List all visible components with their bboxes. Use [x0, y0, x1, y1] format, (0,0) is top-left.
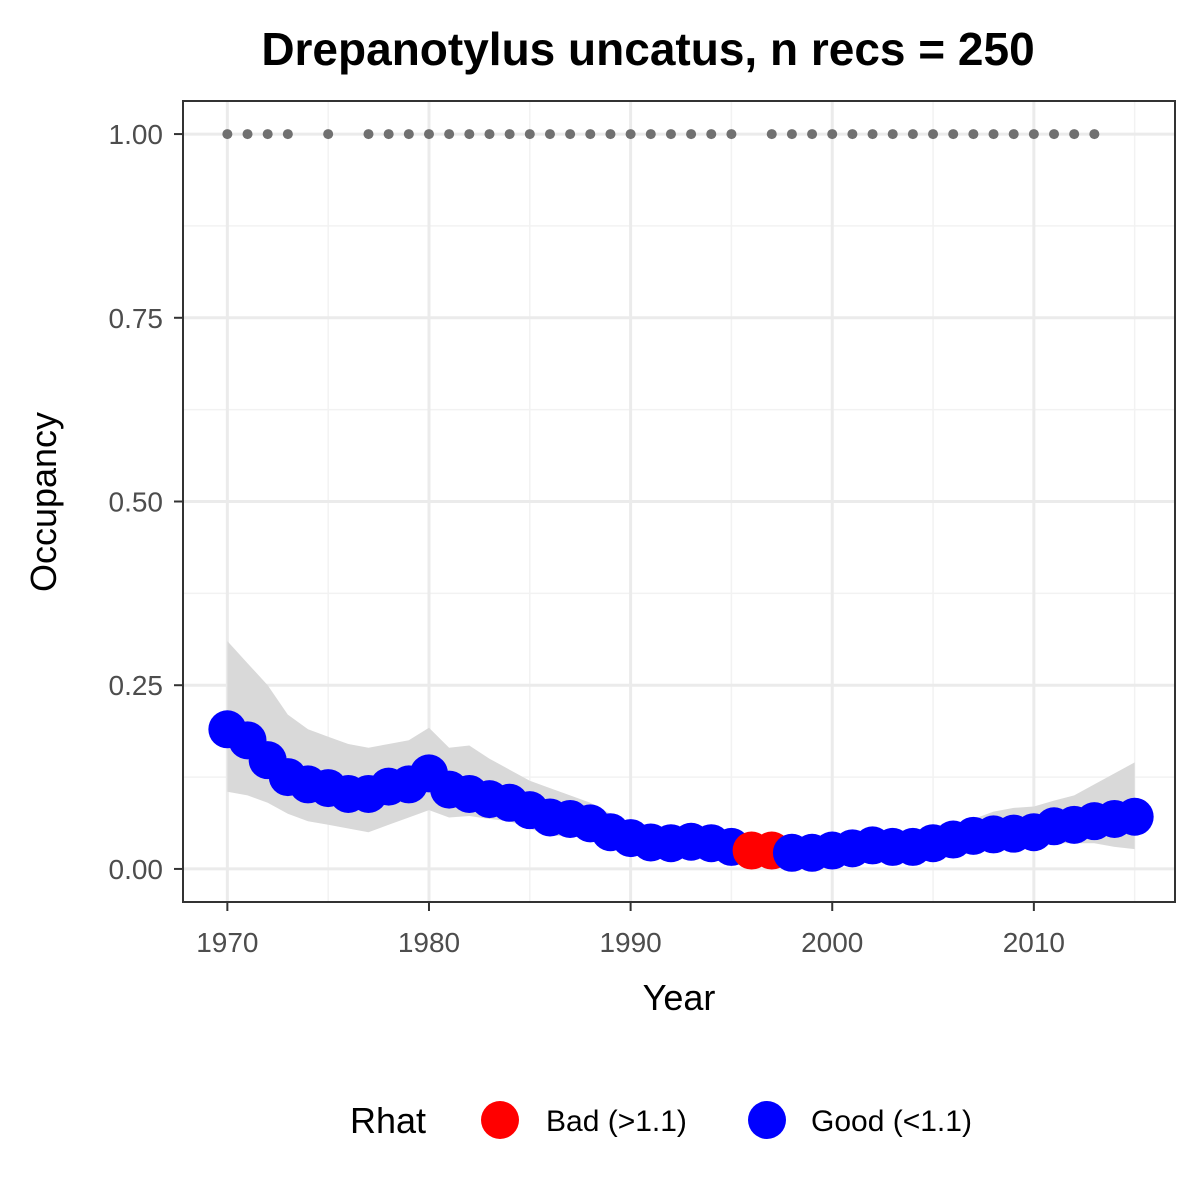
y-tick-label: 1.00 [109, 119, 164, 150]
y-tick-label: 0.50 [109, 487, 164, 518]
y-axis: 0.00 0.25 0.50 0.75 1.00 [109, 119, 183, 885]
record-point [1049, 129, 1060, 140]
record-point [766, 129, 777, 140]
record-point [585, 129, 596, 140]
record-point [1089, 129, 1100, 140]
x-tick-label: 1990 [599, 927, 661, 958]
record-point [242, 129, 253, 140]
record-point [403, 129, 414, 140]
record-point [726, 129, 737, 140]
y-tick-label: 0.25 [109, 670, 164, 701]
legend-label-bad: Bad (>1.1) [546, 1105, 687, 1138]
record-point [847, 129, 858, 140]
y-tick-label: 0.00 [109, 854, 164, 885]
record-point [565, 129, 576, 140]
record-point [887, 129, 898, 140]
record-point [544, 129, 555, 140]
record-point [444, 129, 455, 140]
legend: Rhat Bad (>1.1) Good (<1.1) [350, 1100, 972, 1141]
record-point [706, 129, 717, 140]
legend-key-good [748, 1101, 786, 1139]
record-point [323, 129, 334, 140]
record-point [1008, 129, 1019, 140]
x-tick-label: 1980 [398, 927, 460, 958]
x-tick-label: 2000 [801, 927, 863, 958]
record-points [222, 129, 1100, 140]
x-tick-label: 2010 [1003, 927, 1065, 958]
record-point [786, 129, 797, 140]
record-point [363, 129, 374, 140]
record-point [1028, 129, 1039, 140]
record-point [968, 129, 979, 140]
y-tick-label: 0.75 [109, 303, 164, 334]
record-point [1069, 129, 1080, 140]
legend-key-bad [481, 1101, 519, 1139]
legend-label-good: Good (<1.1) [811, 1105, 972, 1138]
record-point [222, 129, 233, 140]
record-point [988, 129, 999, 140]
x-axis: 1970 1980 1990 2000 2010 [196, 902, 1065, 958]
chart-title: Drepanotylus uncatus, n recs = 250 [261, 23, 1034, 75]
record-point [948, 129, 959, 140]
x-axis-title: Year [643, 977, 716, 1018]
record-point [867, 129, 878, 140]
record-point [524, 129, 535, 140]
record-point [484, 129, 495, 140]
record-point [686, 129, 697, 140]
record-point [282, 129, 293, 140]
legend-title: Rhat [350, 1100, 426, 1141]
record-point [625, 129, 636, 140]
record-point [423, 129, 434, 140]
occupancy-points [208, 710, 1154, 872]
record-point [907, 129, 918, 140]
record-point [262, 129, 273, 140]
record-point [605, 129, 616, 140]
record-point [807, 129, 818, 140]
record-point [464, 129, 475, 140]
occupancy-point-good [1115, 797, 1154, 836]
record-point [383, 129, 394, 140]
x-tick-label: 1970 [196, 927, 258, 958]
y-axis-title: Occupancy [23, 412, 64, 592]
record-point [645, 129, 656, 140]
record-point [504, 129, 515, 140]
record-point [928, 129, 939, 140]
record-point [665, 129, 676, 140]
record-point [827, 129, 838, 140]
